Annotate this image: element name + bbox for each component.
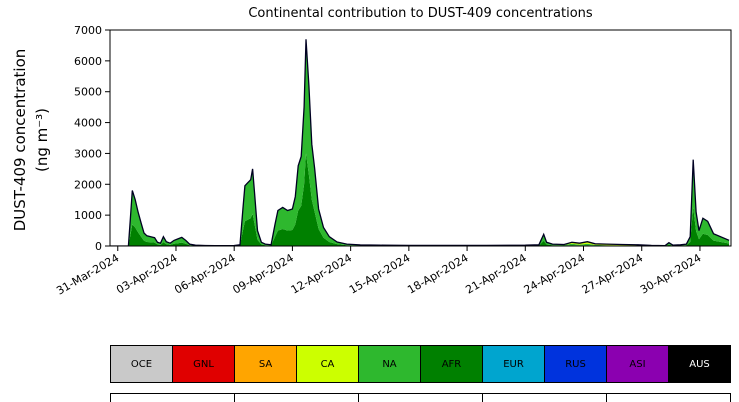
legend-row2-cell xyxy=(111,394,235,402)
area-series-CA xyxy=(110,39,730,246)
legend-cell-CA: CA xyxy=(297,346,359,382)
y-tick-label: 7000 xyxy=(74,24,102,37)
y-tick-label: 2000 xyxy=(74,178,102,191)
legend-label-EUR: EUR xyxy=(503,358,524,370)
legend-label-SA: SA xyxy=(258,358,273,370)
x-tick-label: 03-Apr-2024 xyxy=(114,251,179,296)
legend-label-GNL: GNL xyxy=(193,358,214,370)
x-tick-label: 15-Apr-2024 xyxy=(347,251,412,296)
area-series-NA xyxy=(110,39,730,246)
legend-row2-cell xyxy=(235,394,359,402)
y-tick-label: 3000 xyxy=(74,147,102,160)
legend-cell-GNL: GNL xyxy=(173,346,235,382)
legend-row2-cell xyxy=(359,394,483,402)
x-tick-label: 12-Apr-2024 xyxy=(289,251,354,296)
x-tick-label: 24-Apr-2024 xyxy=(522,251,587,296)
x-tick-label: 30-Apr-2024 xyxy=(638,251,703,296)
x-tick-label: 31-Mar-2024 xyxy=(54,251,121,297)
y-tick-label: 1000 xyxy=(74,209,102,222)
legend-cell-AFR: AFR xyxy=(421,346,483,382)
area-series-AFR xyxy=(110,153,730,246)
legend-row2-partial xyxy=(110,393,731,402)
plot-svg: 0 1000 2000 3000 4000 5000 6000 7000 31-Mar-2024… xyxy=(54,24,732,298)
legend-label-RUS: RUS xyxy=(565,358,586,370)
legend-label-OCE: OCE xyxy=(130,358,153,370)
total-line xyxy=(110,39,730,246)
legend-row2-cell xyxy=(607,394,730,402)
legend-cell-RUS: RUS xyxy=(545,346,607,382)
legend-cell-AUS: AUS xyxy=(669,346,730,382)
x-tick-label: 27-Apr-2024 xyxy=(580,251,645,296)
legend-cell-OCE: OCE xyxy=(111,346,173,382)
legend-cell-ASI: ASI xyxy=(607,346,669,382)
y-tick-label: 6000 xyxy=(74,55,102,68)
y-tick-label: 4000 xyxy=(74,117,102,130)
x-tick-label: 21-Apr-2024 xyxy=(463,251,528,296)
legend-label-AFR: AFR xyxy=(441,358,462,370)
y-tick-label: 0 xyxy=(95,240,102,253)
axes-box xyxy=(109,29,732,247)
x-tick-label: 18-Apr-2024 xyxy=(405,251,470,296)
chart-title: Continental contribution to DUST-409 con… xyxy=(248,6,593,21)
legend: OCE GNL SA CA NA AFR EUR RUS ASI AUS xyxy=(110,345,731,383)
legend-label-NA: NA xyxy=(382,358,397,370)
legend-label-ASI: ASI xyxy=(629,358,646,370)
legend-cell-EUR: EUR xyxy=(483,346,545,382)
legend-cell-NA: NA xyxy=(359,346,421,382)
legend-cell-SA: SA xyxy=(235,346,297,382)
y-tick-label: 5000 xyxy=(74,86,102,99)
x-tick-label: 06-Apr-2024 xyxy=(172,251,237,296)
x-tick-label: 09-Apr-2024 xyxy=(230,251,295,296)
legend-label-CA: CA xyxy=(320,358,335,370)
legend-row2-cell xyxy=(483,394,607,402)
legend-label-AUS: AUS xyxy=(689,358,710,370)
